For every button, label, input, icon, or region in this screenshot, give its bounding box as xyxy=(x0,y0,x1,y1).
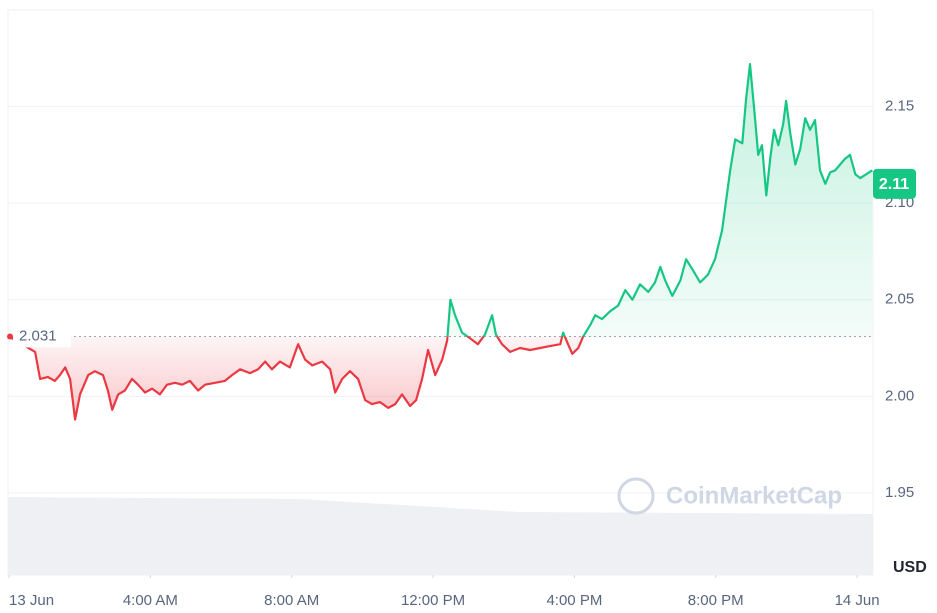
y-tick-label: 2.00 xyxy=(885,387,914,404)
x-tick-label: 14 Jun xyxy=(835,592,880,609)
price-tag-label: 2.11 xyxy=(879,176,909,193)
watermark-text: CoinMarketCap xyxy=(666,482,842,509)
y-tick-label: 2.05 xyxy=(885,291,914,308)
x-tick-label: 4:00 AM xyxy=(123,592,178,609)
price-line xyxy=(8,62,873,421)
baseline-dot xyxy=(7,333,13,340)
x-tick-label: 4:00 PM xyxy=(546,592,602,609)
watermark-logo xyxy=(617,477,655,515)
x-tick-label: 13 Jun xyxy=(9,592,54,609)
volume-backdrop xyxy=(8,497,873,575)
unit-label: USD xyxy=(893,559,927,576)
x-tick-label: 12:00 PM xyxy=(401,592,465,609)
y-tick-label: 1.95 xyxy=(885,484,914,501)
x-tick-label: 8:00 AM xyxy=(264,592,319,609)
baseline-label: 2.031 xyxy=(19,327,57,344)
x-tick-label: 8:00 PM xyxy=(688,592,744,609)
price-tag xyxy=(873,168,916,199)
y-tick-label: 2.15 xyxy=(885,98,914,115)
watermark: CoinMarketCap xyxy=(617,477,842,515)
baseline-label-bg xyxy=(13,325,71,348)
price-area xyxy=(9,64,873,420)
